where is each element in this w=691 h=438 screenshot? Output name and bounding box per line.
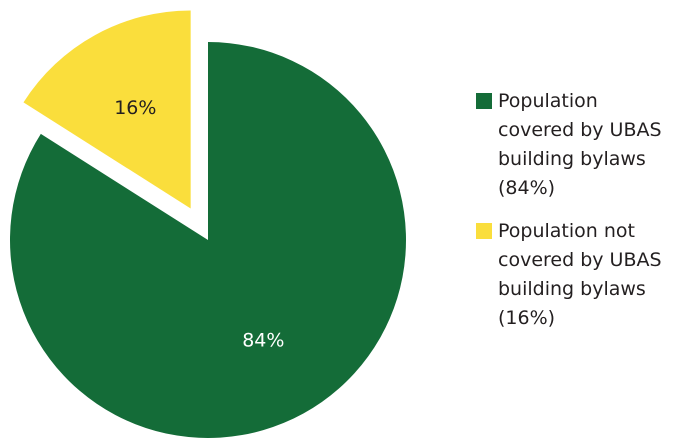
legend-item-not-covered: Population not covered by UBAS building … — [476, 217, 691, 333]
pie-slice-label-16: 16% — [114, 97, 156, 119]
legend-label-not-covered: Population not covered by UBAS building … — [498, 220, 662, 329]
legend-item-covered: Population covered by UBAS building byla… — [476, 87, 691, 203]
pie-slice-84 — [9, 42, 407, 438]
pie-slice-16 — [23, 10, 191, 209]
legend: Population covered by UBAS building byla… — [476, 87, 691, 347]
legend-swatch-covered — [476, 93, 492, 109]
pie-slice-label-84: 84% — [242, 330, 284, 352]
pie-slices — [9, 10, 407, 438]
legend-label-covered: Population covered by UBAS building byla… — [498, 90, 662, 199]
legend-swatch-not-covered — [476, 223, 492, 239]
pie-labels: 84% 16% — [114, 97, 284, 352]
